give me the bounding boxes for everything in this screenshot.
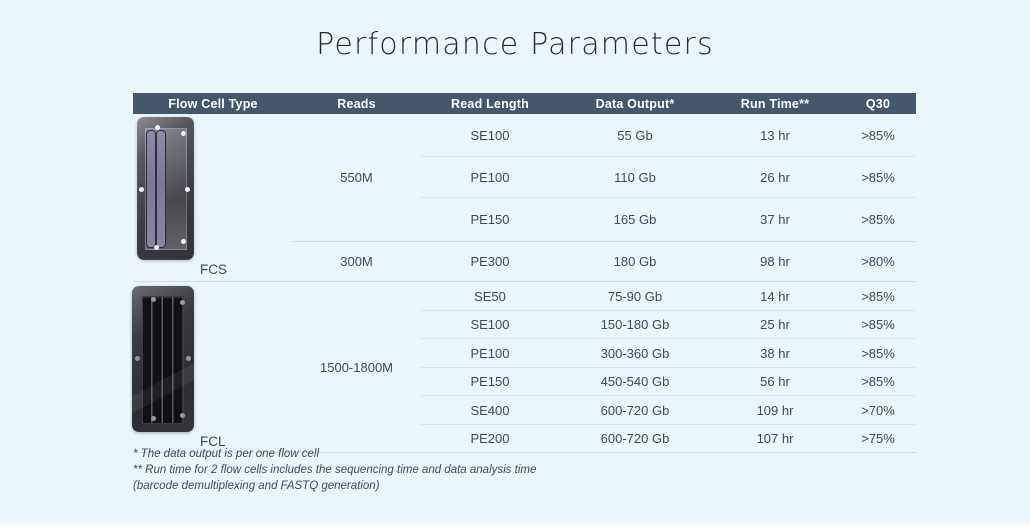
run-time-cell: 26 hr: [710, 156, 840, 198]
q30-cell: >85%: [840, 197, 916, 242]
read-length-cell: PE100: [420, 156, 560, 198]
bottom-fade-decoration: [0, 518, 1030, 528]
screw-dot: [186, 355, 191, 361]
data-output-cell: 55 Gb: [617, 127, 653, 143]
flow-cell-fcs-cell: FCS: [133, 114, 293, 282]
run-time-cell: 25 hr: [710, 310, 840, 339]
column-header-read-length: Read Length: [420, 93, 560, 114]
screw-dot: [139, 186, 144, 192]
q30-cell: >70%: [840, 395, 916, 425]
fcs-lane: [156, 129, 166, 248]
footnote-run-time: ** Run time for 2 flow cells includes th…: [133, 464, 537, 476]
table-row: PE150 165 Gb 37 hr >85%: [133, 197, 916, 242]
fcs-flow-cell-figure: FCS: [133, 116, 293, 280]
performance-table: Flow Cell Type Reads Read Length Data Ou…: [124, 93, 916, 453]
read-length-cell: SE100: [420, 310, 560, 339]
footnote-data-output: * The data output is per one flow cell: [133, 448, 320, 460]
footnotes: * The data output is per one flow cell *…: [133, 446, 536, 494]
q30-cell: >85%: [840, 338, 916, 368]
data-output-cell: 150-180 Gb: [560, 310, 710, 339]
screw-dot: [185, 186, 190, 192]
q30-cell: >80%: [840, 241, 916, 282]
read-length-cell: PE150: [420, 367, 560, 396]
q30-cell: >75%: [840, 424, 916, 453]
screw-dot: [180, 412, 185, 418]
table-row: 300M PE300 180 Gb 98 hr >80%: [133, 241, 916, 282]
table-row: PE200 600-720 Gb 107 hr >75%: [133, 424, 916, 453]
run-time-cell: 13 hr: [760, 127, 790, 143]
flow-cell-label-fcl: FCL: [200, 433, 226, 449]
data-output-cell: 450-540 Gb: [560, 367, 710, 396]
table-row: FCL 1500-1800M SE50 75-90 Gb 14 hr >85%: [124, 281, 916, 453]
q30-cell: >85%: [840, 310, 916, 339]
fcl-flow-cell-figure: FCL: [124, 285, 293, 450]
table-row: SE400 600-720 Gb 109 hr >70%: [133, 395, 916, 425]
reads-cell: 550M: [340, 170, 373, 185]
table-row: PE100 110 Gb 26 hr >85%: [133, 156, 916, 198]
reads-cell: 300M: [293, 241, 420, 282]
fcl-flow-cell-image: [124, 285, 220, 432]
read-length-cell: SE100: [470, 127, 510, 143]
run-time-cell: 37 hr: [710, 197, 840, 242]
page-title: Performance Parameters: [316, 27, 714, 62]
q30-cell: >85%: [861, 127, 895, 143]
screw-dot: [154, 244, 159, 250]
table-row: PE100 300-360 Gb 38 hr >85%: [133, 338, 916, 368]
column-header-flow-cell-type: Flow Cell Type: [133, 93, 293, 114]
q30-cell: >85%: [840, 156, 916, 198]
run-time-cell: 38 hr: [710, 338, 840, 368]
run-time-cell: 107 hr: [710, 424, 840, 453]
read-length-cell: SE50: [420, 281, 560, 311]
run-time-cell: 14 hr: [710, 281, 840, 311]
data-output-cell: 300-360 Gb: [560, 338, 710, 368]
data-output-cell: 75-90 Gb: [560, 281, 710, 311]
read-length-cell: PE150: [420, 197, 560, 242]
read-length-cell: PE200: [420, 424, 560, 453]
flow-cell-fcl-cell: FCL: [124, 281, 293, 453]
screw-dot: [181, 238, 186, 244]
reads-cell: 1500-1800M: [293, 281, 420, 453]
run-time-cell: 56 hr: [710, 367, 840, 396]
run-time-cell: 109 hr: [710, 395, 840, 425]
column-header-data-output: Data Output*: [560, 93, 710, 114]
fcs-lane: [146, 129, 156, 248]
screw-dot: [180, 299, 185, 305]
screw-dot: [135, 355, 140, 361]
screw-dot: [151, 415, 156, 421]
screw-dot: [181, 130, 186, 136]
column-header-reads: Reads: [293, 93, 420, 114]
fcs-flow-cell-image: [137, 116, 194, 260]
data-output-cell: 600-720 Gb: [560, 395, 710, 425]
read-length-cell: PE300: [420, 241, 560, 282]
data-output-cell: 165 Gb: [560, 197, 710, 242]
data-output-cell: 600-720 Gb: [560, 424, 710, 453]
q30-cell: >85%: [840, 367, 916, 396]
table-header-row: Flow Cell Type Reads Read Length Data Ou…: [133, 93, 916, 114]
data-output-cell: 110 Gb: [560, 156, 710, 198]
read-length-cell: SE400: [420, 395, 560, 425]
fcl-lanes: [142, 295, 184, 424]
q30-cell: >85%: [840, 281, 916, 311]
data-output-cell: 180 Gb: [560, 241, 710, 282]
screw-dot: [155, 124, 160, 130]
table-row: SE100 150-180 Gb 25 hr >85%: [133, 310, 916, 339]
read-length-cell: PE100: [420, 338, 560, 368]
footnote-run-time-continued: (barcode demultiplexing and FASTQ genera…: [133, 480, 380, 492]
table-row: PE150 450-540 Gb 56 hr >85%: [133, 367, 916, 396]
table-row: FCS 550M SE100 55 Gb 13 hr >85%: [133, 114, 916, 277]
screw-dot: [151, 296, 156, 302]
column-header-run-time: Run Time**: [710, 93, 840, 114]
column-header-q30: Q30: [840, 93, 916, 114]
run-time-cell: 98 hr: [710, 241, 840, 282]
flow-cell-label-fcs: FCS: [200, 261, 227, 277]
